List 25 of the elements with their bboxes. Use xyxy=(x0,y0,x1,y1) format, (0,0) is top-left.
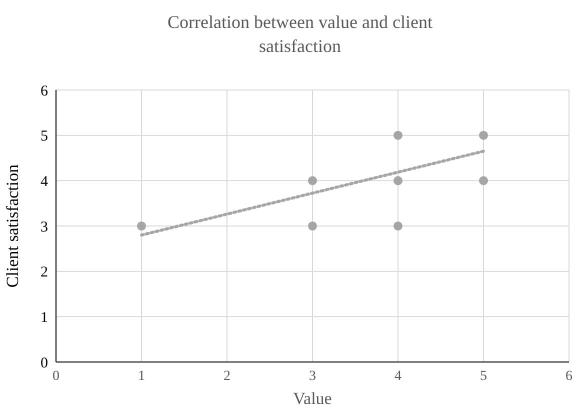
x-tick-label: 5 xyxy=(480,368,487,384)
y-tick-label: 2 xyxy=(40,264,48,281)
point xyxy=(393,221,403,231)
chart-title: Correlation between value and client satisfaction xyxy=(166,11,434,58)
y-tick-label: 3 xyxy=(40,219,48,236)
y-tick-label: 1 xyxy=(40,310,48,326)
y-tick-label: 5 xyxy=(40,128,48,145)
x-tick-label: 6 xyxy=(566,368,572,384)
point xyxy=(478,176,488,186)
y-tick-label: 4 xyxy=(40,174,48,190)
y-tick-label: 0 xyxy=(40,355,48,372)
point xyxy=(393,176,403,186)
x-tick-label: 0 xyxy=(52,368,60,384)
y-axis-title: Client satisfaction xyxy=(3,164,22,288)
x-tick-label: 2 xyxy=(224,368,230,384)
x-tick-label: 3 xyxy=(309,368,316,384)
point xyxy=(393,130,403,140)
point xyxy=(308,176,318,186)
point xyxy=(136,221,146,231)
x-tick-label: 4 xyxy=(394,368,402,384)
x-tick-label: 1 xyxy=(138,368,145,384)
x-axis-title: Value xyxy=(293,389,332,408)
point xyxy=(308,221,318,231)
point xyxy=(478,130,488,140)
y-tick-label: 6 xyxy=(40,83,48,100)
